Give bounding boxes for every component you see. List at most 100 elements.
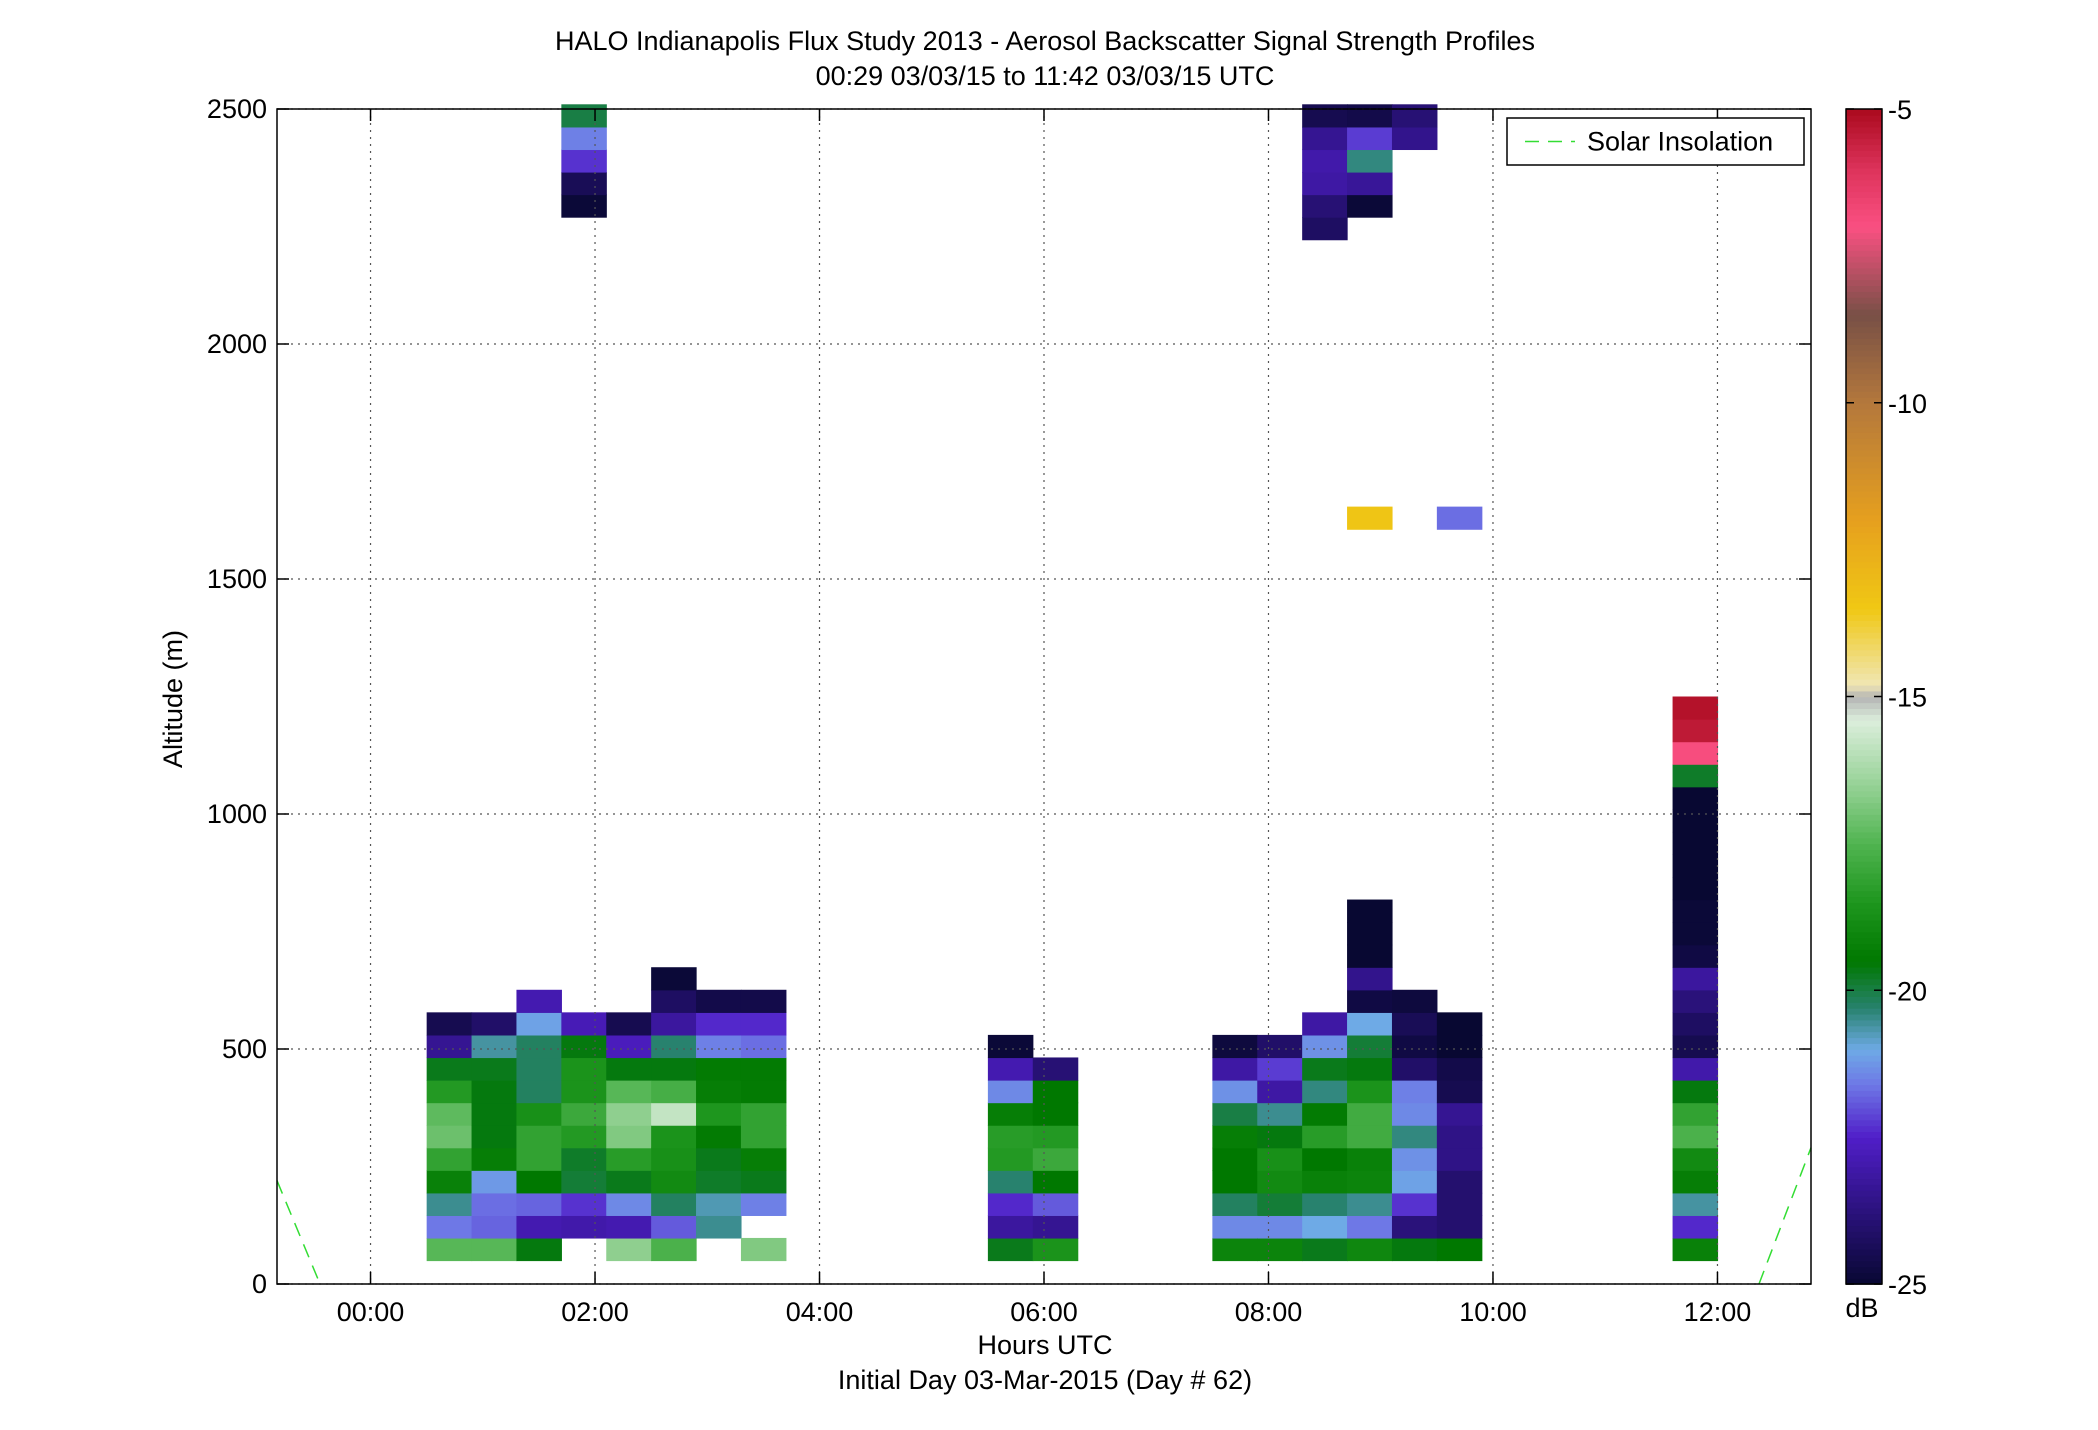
colorbar-segment (1846, 543, 1882, 551)
heatmap-cell (1672, 1215, 1719, 1239)
colorbar-segment (1846, 379, 1882, 386)
heatmap-cell (1436, 506, 1483, 530)
heatmap-cell (987, 1237, 1034, 1262)
colorbar-segment (1846, 520, 1882, 527)
heatmap-cell (1347, 171, 1393, 196)
colorbar-segment (1846, 232, 1882, 240)
colorbar-segment (1846, 1166, 1882, 1174)
colorbar-segment (1846, 602, 1882, 610)
colorbar-segment (1846, 438, 1882, 445)
colorbar-segment (1846, 537, 1882, 545)
colorbar-segment (1846, 579, 1882, 586)
colorbar-segment (1846, 720, 1882, 727)
heatmap-cell (1032, 1102, 1079, 1126)
heatmap-cell (1672, 967, 1719, 991)
colorbar-segment (1846, 267, 1882, 275)
heatmap-cell (1302, 1057, 1348, 1081)
heatmap-cell (1672, 1170, 1719, 1194)
heatmap-cell (426, 1192, 473, 1216)
colorbar-segment (1846, 1195, 1882, 1203)
heatmap-cell (696, 1215, 742, 1239)
colorbar-segment (1846, 972, 1882, 980)
heatmap-cell (1672, 786, 1719, 810)
colorbar-segment (1846, 1172, 1882, 1180)
heatmap-cell (426, 1080, 473, 1104)
heatmap-cell (1032, 1147, 1079, 1171)
colorbar-segment (1846, 731, 1882, 739)
colorbar-segment (1846, 737, 1882, 745)
colorbar-segment (1846, 1078, 1882, 1086)
heatmap-cell (471, 1012, 518, 1036)
heatmap-cell (651, 1215, 697, 1239)
heatmap-cell (696, 989, 742, 1013)
colorbar-segment (1846, 990, 1882, 997)
heatmap-cell (1347, 1192, 1393, 1216)
heatmap-cell (1347, 967, 1393, 991)
colorbar-segment (1846, 966, 1882, 974)
heatmap-cell (1032, 1215, 1079, 1239)
plot-frame (276, 108, 1812, 1285)
colorbar-segment (1846, 678, 1882, 686)
colorbar-segment (1846, 1049, 1882, 1056)
colorbar-segment (1846, 614, 1882, 621)
heatmap-cell (561, 1125, 607, 1149)
heatmap-cell (516, 1057, 562, 1081)
colorbar-segment (1846, 890, 1882, 898)
heatmap-cell (1347, 989, 1393, 1013)
heatmap-cell (1302, 1034, 1348, 1059)
heatmap-cell (1212, 1215, 1258, 1239)
heatmap-cell (1347, 922, 1393, 946)
colorbar-segment (1846, 896, 1882, 903)
heatmap-cell (1347, 1170, 1393, 1194)
heatmap-cell (1347, 194, 1393, 218)
heatmap-cell (1257, 1125, 1303, 1149)
colorbar-segment (1846, 161, 1882, 169)
colorbar-segment (1846, 1060, 1882, 1068)
heatmap-cell (1436, 1012, 1483, 1036)
colorbar-segment (1846, 1084, 1882, 1091)
colorbar-segment (1846, 1119, 1882, 1127)
colorbar-segment (1846, 156, 1882, 163)
heatmap-cell (1391, 1057, 1438, 1081)
heatmap-cell (1257, 1102, 1303, 1126)
heatmap-cell (1302, 104, 1348, 128)
colorbar-segment (1846, 643, 1882, 651)
colorbar-segment (1846, 461, 1882, 469)
colorbar-segment (1846, 1213, 1882, 1221)
heatmap-cell (1436, 1125, 1483, 1149)
heatmap-cell (561, 1057, 607, 1081)
colorbar-segment (1846, 1090, 1882, 1097)
heatmap-cell (1672, 922, 1719, 946)
heatmap-cell (1302, 194, 1348, 218)
heatmap-cell (1672, 764, 1719, 788)
colorbar-segment (1846, 1184, 1882, 1191)
colorbar-segment (1846, 1154, 1882, 1162)
colorbar-segment (1846, 297, 1882, 304)
heatmap-cell (1391, 1034, 1438, 1059)
colorbar-segment (1846, 902, 1882, 909)
colorbar-segment (1846, 432, 1882, 439)
colorbar-segment (1846, 308, 1882, 316)
heatmap-cell (606, 1057, 652, 1081)
colorbar-segment (1846, 637, 1882, 645)
heatmap-cell (1212, 1034, 1258, 1059)
y-axis-label: Altitude (m) (158, 630, 188, 768)
colorbar-segment (1846, 608, 1882, 616)
y-tick-label: 2000 (207, 329, 267, 359)
heatmap-cell (606, 1192, 652, 1216)
heatmap-cell (1672, 1192, 1719, 1216)
heatmap-cell (1436, 1237, 1483, 1262)
heatmap-cell (1302, 1215, 1348, 1239)
x-tick-label: 04:00 (786, 1297, 854, 1327)
heatmap-cell (1257, 1147, 1303, 1171)
colorbar-segment (1846, 761, 1882, 768)
colorbar-segment (1846, 138, 1882, 146)
colorbar-tick-label: -15 (1888, 683, 1927, 713)
heatmap-cell (987, 1192, 1034, 1216)
heatmap-cell (651, 1125, 697, 1149)
colorbar-segment (1846, 1242, 1882, 1250)
colorbar-segment (1846, 1096, 1882, 1103)
colorbar-segment (1846, 496, 1882, 504)
colorbar-unit-label: dB (1845, 1293, 1878, 1323)
